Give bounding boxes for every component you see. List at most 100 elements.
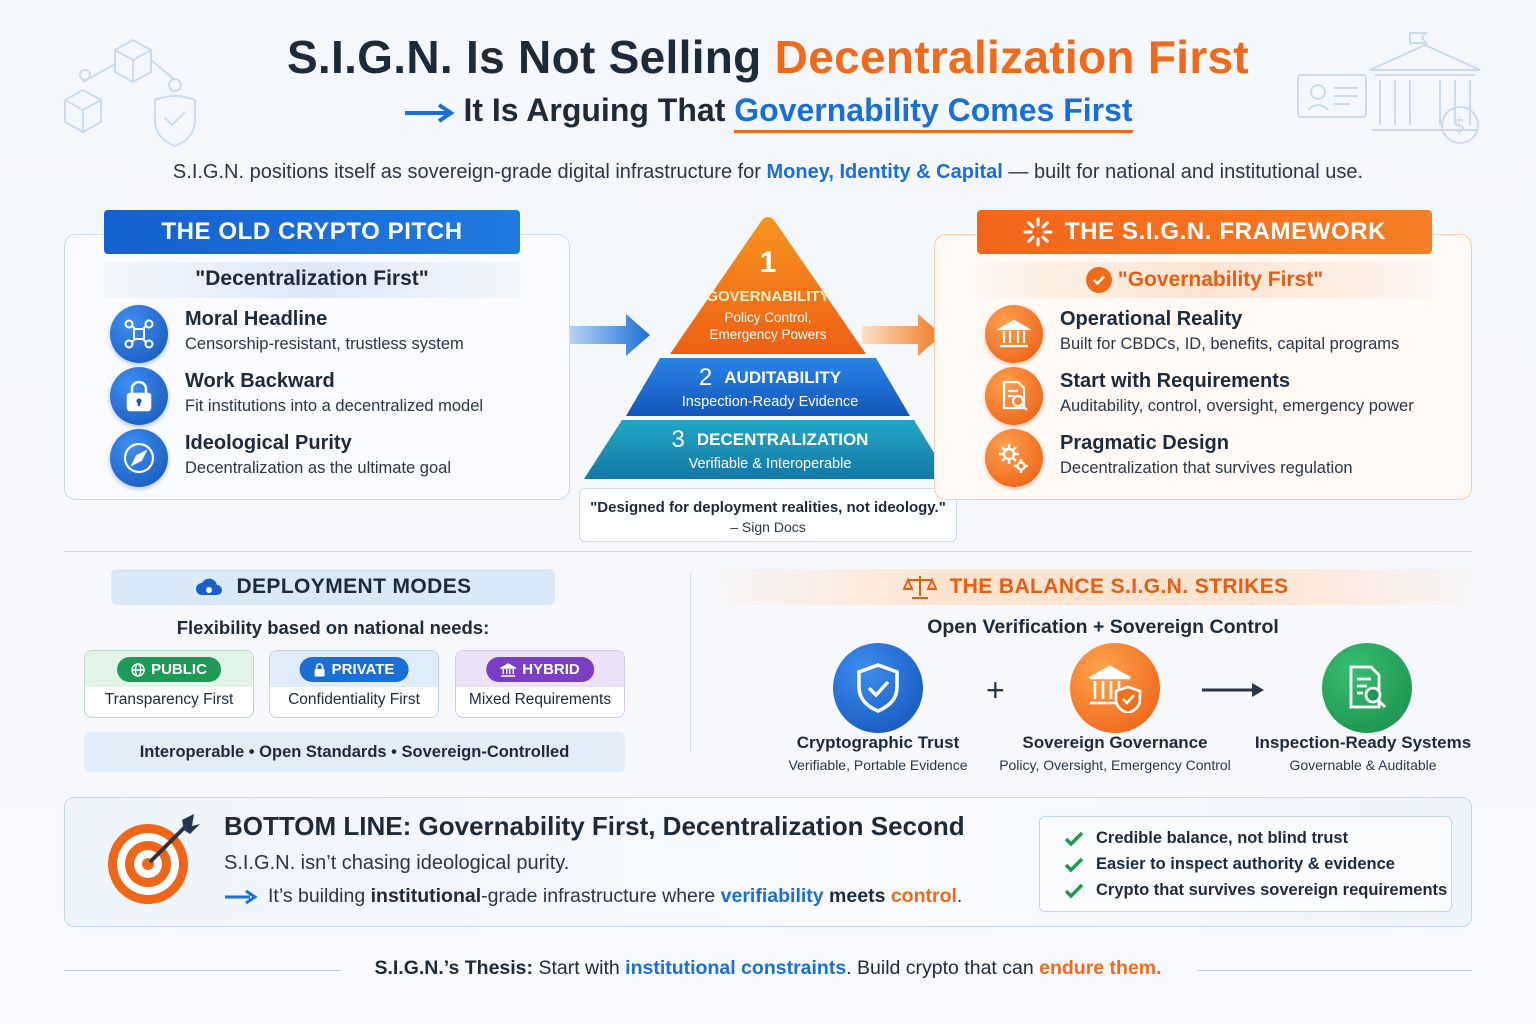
- mode-public: PUBLIC Transparency First: [84, 650, 254, 718]
- intro-part1: S.I.G.N. positions itself as sovereign-g…: [172, 161, 767, 183]
- target-icon: [108, 814, 200, 904]
- pyramid-level-1: [670, 217, 866, 354]
- thesis-rule-left: [64, 970, 340, 971]
- item-desc: Decentralization that survives regulatio…: [1060, 459, 1353, 477]
- framework-tab-label: THE S.I.G.N. FRAMEWORK: [1064, 218, 1387, 245]
- item-desc: Auditability, control, oversight, emerge…: [1060, 397, 1414, 415]
- governance-pyramid: [584, 217, 950, 479]
- level-title: DECENTRALIZATION: [696, 430, 869, 449]
- intro-part2: — built for national and institutional u…: [1002, 161, 1364, 183]
- check-icon: [1064, 857, 1084, 872]
- title-highlight: Decentralization First: [774, 31, 1250, 83]
- item-title: Operational Reality: [1060, 308, 1243, 330]
- deployment-heading-label: DEPLOYMENT MODES: [236, 575, 472, 598]
- deployment-heading: DEPLOYMENT MODES: [111, 569, 555, 605]
- level-title: GOVERNABILITY: [706, 288, 830, 305]
- level-number: 2: [698, 364, 713, 391]
- arrow-right-icon: [225, 889, 258, 904]
- quote-box: "Designed for deployment realities, not …: [579, 488, 957, 542]
- item-title: Ideological Purity: [185, 432, 352, 454]
- thesis-text: S.I.G.N.’s Thesis: Start with institutio…: [0, 957, 1536, 980]
- thesis-highlight-orange: endure them.: [1039, 957, 1162, 979]
- deployment-subheading: Flexibility based on national needs:: [176, 617, 490, 638]
- item-title: Pragmatic Design: [1060, 432, 1229, 454]
- balance-item-desc: Verifiable, Portable Evidence: [788, 757, 968, 773]
- bank-icon: [985, 305, 1043, 363]
- checklist-item: Easier to inspect authority & evidence: [1064, 855, 1395, 874]
- checklist-label: Crypto that survives sovereign requireme…: [1096, 881, 1448, 899]
- title-part1: S.I.G.N. Is Not Selling: [286, 31, 775, 83]
- item-desc: Censorship-resistant, trustless system: [185, 335, 464, 353]
- check-icon: [1064, 883, 1084, 898]
- bank-shield-icon: [1070, 643, 1160, 733]
- mode-hybrid: HYBRID Mixed Requirements: [455, 650, 625, 718]
- pyramid-level-3-label: 3 DECENTRALIZATION Verifiable & Interoper…: [620, 426, 920, 472]
- balance-item-desc: Governable & Auditable: [1289, 757, 1437, 773]
- check-icon: [1085, 267, 1112, 293]
- statement-verifiability: verifiability: [720, 885, 824, 907]
- thesis-part: . Build crypto that can: [846, 957, 1040, 979]
- level-desc: Inspection-Ready Evidence: [681, 394, 859, 410]
- framework-tab: THE S.I.G.N. FRAMEWORK: [977, 210, 1432, 254]
- framework-subhead: "Governability First": [977, 262, 1432, 298]
- item-desc: Decentralization as the ultimate goal: [185, 459, 451, 477]
- government-building-icon: $: [1297, 32, 1481, 144]
- level-desc: Policy Control, Emergency Powers: [709, 310, 827, 342]
- shield-check-icon: [833, 643, 923, 733]
- plus-sign: +: [986, 672, 1005, 708]
- level-number: 1: [759, 246, 777, 279]
- item-title: Moral Headline: [185, 308, 328, 330]
- svg-text:$: $: [1453, 113, 1466, 137]
- balance-heading: THE BALANCE S.I.G.N. STRIKES: [720, 569, 1472, 605]
- lock-icon: [110, 367, 168, 425]
- document-search-icon: [985, 367, 1043, 425]
- mode-private: PRIVATE Confidentiality First: [269, 650, 439, 718]
- item-title: Start with Requirements: [1060, 370, 1291, 392]
- bottom-line-text: S.I.G.N. isn’t chasing ideological purit…: [224, 852, 570, 874]
- gears-icon: [985, 429, 1043, 487]
- subtitle-highlight: Governability Comes First: [734, 92, 1133, 133]
- mode-label: Transparency First: [104, 691, 234, 708]
- checklist-label: Credible balance, not blind trust: [1096, 829, 1349, 847]
- statement-part: It’s building: [268, 885, 371, 907]
- compass-icon: [110, 429, 168, 487]
- arrow-right-icon: [570, 314, 650, 356]
- level-desc: Verifiable & Interoperable: [688, 456, 852, 472]
- subtitle-part1: It Is Arguing That: [463, 92, 735, 128]
- thesis-rule-right: [1197, 970, 1472, 971]
- burst-icon: [1023, 217, 1053, 247]
- pyramid-level-1-label: 1 GOVERNABILITY Policy Control, Emergenc…: [668, 246, 868, 343]
- item-desc: Built for CBDCs, ID, benefits, capital p…: [1060, 335, 1400, 353]
- item-title: Work Backward: [185, 370, 335, 392]
- intro-text: S.I.G.N. positions itself as sovereign-g…: [0, 161, 1536, 184]
- balance-item-title: Cryptographic Trust: [796, 733, 960, 752]
- statement-bold: meets: [823, 885, 891, 907]
- check-icon: [1064, 831, 1084, 846]
- balance-item-title: Inspection-Ready Systems: [1254, 733, 1472, 752]
- arrow-right-icon: [1202, 683, 1264, 697]
- bottom-line-statement: It’s building institutional-grade infras…: [224, 885, 962, 908]
- pyramid-level-2: [626, 358, 910, 416]
- intro-highlight: Money, Identity & Capital: [766, 161, 1003, 183]
- pyramid-level-3: [584, 420, 950, 479]
- old-pitch-tab: THE OLD CRYPTO PITCH: [104, 210, 520, 254]
- quote-text: "Designed for deployment realities, not …: [590, 499, 946, 516]
- arrow-right-icon: [862, 314, 942, 356]
- mode-label: Confidentiality First: [288, 691, 420, 708]
- balance-subheading: Open Verification + Sovereign Control: [927, 616, 1279, 638]
- checklist-label: Easier to inspect authority & evidence: [1096, 855, 1395, 873]
- section-divider: [64, 551, 1472, 552]
- page-title: S.I.G.N. Is Not Selling Decentralization…: [0, 30, 1536, 84]
- network-icon: [110, 305, 168, 363]
- deployment-footer: Interoperable • Open Standards • Soverei…: [84, 732, 625, 772]
- mode-label: Mixed Requirements: [468, 691, 612, 708]
- mode-pill-label: PRIVATE: [331, 661, 395, 678]
- mode-pill: HYBRID: [486, 657, 594, 682]
- mode-pill-label: HYBRID: [522, 661, 580, 678]
- lock-icon: [314, 662, 325, 676]
- level-number: 3: [671, 426, 685, 453]
- page-subtitle: It Is Arguing That Governability Comes F…: [0, 92, 1536, 133]
- mode-pill: PUBLIC: [117, 657, 221, 682]
- globe-icon: [131, 662, 145, 677]
- statement-part: .: [956, 885, 963, 907]
